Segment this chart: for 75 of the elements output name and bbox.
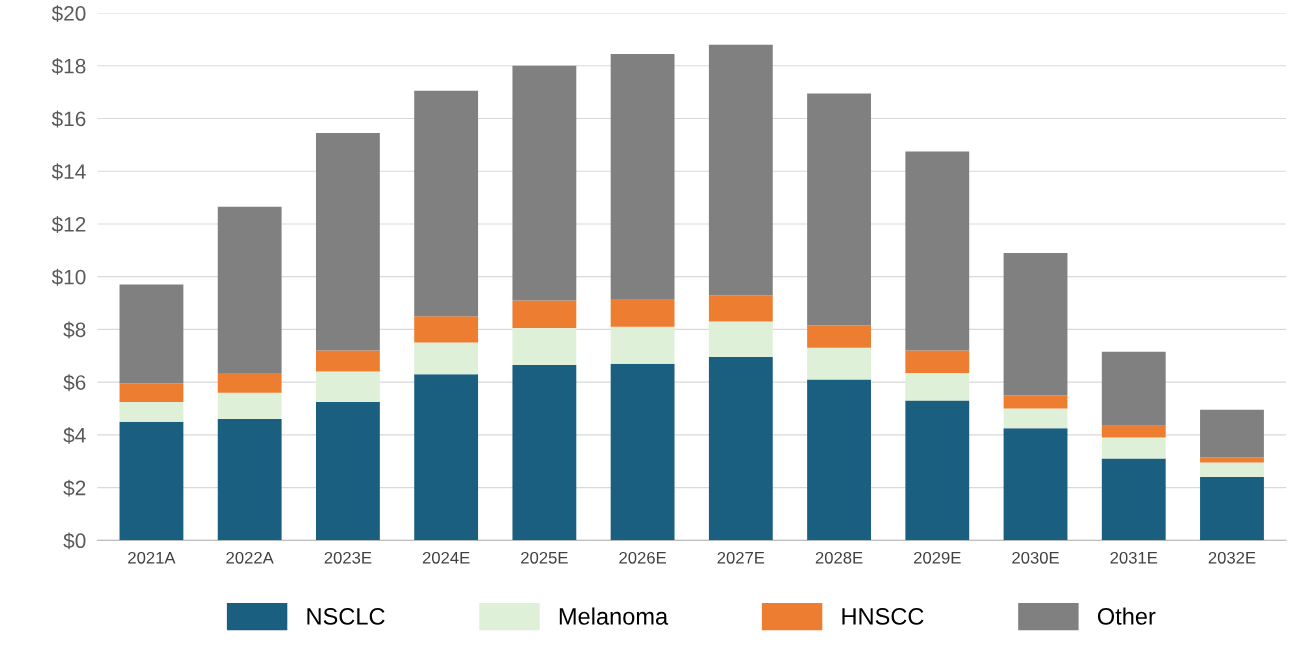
bar bbox=[1101, 437, 1166, 459]
bar bbox=[1200, 462, 1264, 478]
bar bbox=[512, 300, 577, 329]
bar bbox=[1101, 425, 1166, 438]
bar bbox=[315, 401, 380, 541]
bar bbox=[414, 90, 479, 317]
bar bbox=[414, 342, 479, 375]
bar bbox=[512, 365, 577, 541]
legend-label: Melanoma bbox=[559, 607, 669, 625]
bar bbox=[708, 295, 773, 322]
x-tick-label: 2028E bbox=[815, 551, 863, 564]
bar bbox=[217, 419, 282, 541]
bar bbox=[119, 284, 184, 384]
bar bbox=[1200, 409, 1264, 458]
y-tick-label: $20 bbox=[51, 5, 86, 23]
bar bbox=[1003, 252, 1068, 396]
bar bbox=[610, 299, 675, 327]
y-tick-label: $12 bbox=[51, 216, 86, 233]
bar bbox=[1003, 395, 1068, 409]
bar bbox=[217, 206, 282, 373]
bar bbox=[1101, 351, 1166, 426]
bar bbox=[414, 316, 479, 343]
bar bbox=[1200, 477, 1264, 541]
bar bbox=[905, 350, 970, 373]
bar bbox=[512, 328, 577, 365]
bar bbox=[708, 357, 773, 541]
legend-label: Other bbox=[1097, 607, 1156, 625]
bar bbox=[217, 372, 282, 393]
bar bbox=[905, 151, 970, 351]
bar bbox=[807, 325, 871, 348]
bar bbox=[1200, 457, 1264, 463]
bar bbox=[610, 326, 675, 364]
bar bbox=[807, 93, 871, 326]
y-tick-label: $2 bbox=[63, 479, 86, 497]
y-tick-label: $4 bbox=[63, 426, 86, 444]
bar bbox=[119, 383, 184, 402]
x-tick-label: 2022A bbox=[226, 551, 274, 564]
x-tick-label: 2030E bbox=[1012, 551, 1059, 564]
y-tick-label: $16 bbox=[51, 110, 86, 128]
bar bbox=[315, 132, 380, 351]
bar bbox=[1003, 428, 1068, 541]
bar bbox=[1003, 408, 1068, 429]
x-tick-label: 2024E bbox=[422, 551, 470, 564]
bar bbox=[512, 65, 577, 301]
x-tick-label: 2025E bbox=[521, 551, 568, 564]
x-tick-label: 2031E bbox=[1110, 551, 1158, 564]
bar bbox=[119, 421, 184, 541]
bar bbox=[1101, 458, 1166, 541]
legend-label: HNSCC bbox=[842, 608, 924, 625]
bar bbox=[119, 401, 184, 422]
y-tick-label: $10 bbox=[51, 268, 86, 286]
bar bbox=[807, 379, 871, 541]
x-tick-label: 2026E bbox=[619, 551, 666, 564]
y-tick-label: $14 bbox=[51, 163, 86, 181]
bar bbox=[708, 44, 773, 296]
y-tick-label: $0 bbox=[63, 532, 86, 550]
legend-label: NSCLC bbox=[307, 608, 385, 625]
y-tick-label: $8 bbox=[63, 321, 86, 339]
bar bbox=[708, 321, 773, 358]
bar bbox=[610, 363, 675, 541]
bar bbox=[807, 347, 871, 380]
bar bbox=[905, 400, 970, 541]
bar bbox=[217, 392, 282, 420]
bar bbox=[414, 374, 479, 541]
x-tick-label: 2023E bbox=[324, 551, 372, 564]
x-tick-label: 2027E bbox=[717, 551, 765, 564]
x-tick-label: 2029E bbox=[914, 551, 961, 564]
bar bbox=[610, 53, 675, 300]
y-tick-label: $18 bbox=[51, 57, 86, 75]
x-tick-label: 2032E bbox=[1208, 551, 1256, 564]
bar bbox=[315, 371, 380, 402]
bar bbox=[315, 350, 380, 372]
bar bbox=[905, 372, 970, 401]
x-tick-label: 2021A bbox=[128, 551, 176, 564]
y-tick-label: $6 bbox=[63, 374, 86, 392]
